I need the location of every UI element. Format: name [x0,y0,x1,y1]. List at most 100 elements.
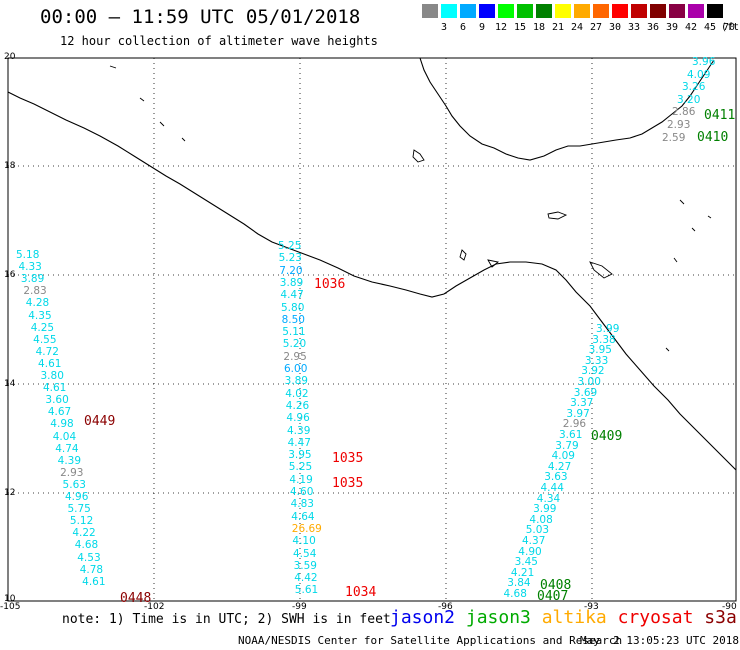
wave-height-value: 3.84 [507,577,531,590]
legend-swatch [517,4,533,18]
wave-height-value: 8.50 [281,313,305,326]
wave-height-value: 3.26 [682,81,706,94]
legend-level: 24 [570,22,584,33]
map-frame [7,57,737,602]
pass-label-1034: 1034 [345,585,377,600]
wave-height-value: 3.63 [544,471,568,484]
lat-label-14: 14 [4,379,16,389]
wave-height-value: 26.69 [291,522,322,535]
legend-level: 3 [440,22,448,33]
legend-level: 12 [494,22,508,33]
wave-height-value: 3.69 [573,386,598,399]
wave-height-value: 5.18 [16,249,40,261]
wave-height-value: 3.99 [596,323,620,335]
wave-height-value: 5.11 [282,326,306,339]
wave-height-value: 6.00 [284,363,308,375]
wave-height-value: 4.25 [30,321,55,334]
legend-level: 42 [684,22,698,33]
wave-height-value: 4.42 [294,572,318,585]
wave-height-value: 4.61 [38,357,62,370]
wave-height-value: 4.37 [522,535,546,547]
pass-label-0409: 0409 [591,429,623,444]
legend-level: 6 [459,22,467,33]
map-title: 00:00 – 11:59 UTC 05/01/2018 [40,6,361,28]
wave-height-value: 3.38 [592,333,616,346]
wave-height-value: 3.33 [584,354,609,367]
lon-label-90: -90 [722,602,737,612]
legend-level: 21 [551,22,565,33]
wave-height-value: 4.54 [293,547,317,560]
wave-height-value: 4.53 [77,551,101,564]
wave-height-value: 5.75 [67,503,91,516]
wave-height-value: 4.35 [28,309,52,322]
pass-label-0449: 0449 [84,414,116,429]
legend-level: 45 [703,22,717,33]
wave-height-value: 4.96 [286,412,310,425]
wave-height-value: 2.59 [662,131,686,144]
footnote: note: 1) Time is in UTC; 2) SWH is in fe… [62,612,391,627]
lat-label-16: 16 [4,270,16,280]
wave-height-value: 5.12 [69,515,94,528]
wave-height-value: 3.92 [581,365,605,378]
wave-height-value: 3.95 [588,344,612,357]
lon-label-105: -105 [0,602,21,612]
wave-height-value: 4.02 [285,387,309,400]
pass-label-0411: 0411 [704,108,736,123]
wave-height-value: 4.33 [18,261,42,274]
wave-height-value: 4.10 [292,535,316,548]
pass-label-0410: 0410 [697,130,729,145]
wave-height-value: 4.96 [65,491,89,503]
wave-height-value: 3.99 [533,503,557,516]
wave-height-value: 4.78 [79,563,104,576]
wave-height-value: 4.55 [33,333,57,346]
wave-height-value: 4.19 [289,473,313,486]
credit-line: NOAA/NESDIS Center for Satellite Applica… [238,634,623,647]
legend-level: 30 [608,22,622,33]
wave-height-value: 4.47 [287,436,311,449]
wave-height-value: 4.74 [55,442,79,455]
satellite-jason2: jason2 [390,607,466,628]
wave-height-value: 3.80 [40,370,64,382]
wave-height-value: 4.27 [547,460,572,473]
wave-height-value: 4.47 [280,289,304,302]
graticule [8,58,736,601]
islands [109,65,712,352]
wave-height-value: 4.72 [35,345,59,358]
lat-label-10: 10 [4,594,16,604]
wave-height-value: 3.89 [279,276,304,289]
wave-height-value: 2.86 [672,106,696,119]
wave-height-value: 3.79 [555,439,579,452]
yucatan-coast [419,57,715,161]
legend-level: 15 [513,22,527,33]
legend-swatch [555,4,571,18]
satellite-legend: jason2 jason3 altika cryosat s3a [390,607,740,628]
legend-level: 27 [589,22,603,33]
wave-height-value: 4.28 [25,297,50,310]
legend-level: 70 [722,22,736,33]
wave-height-value: 7.20 [279,264,303,277]
legend-swatch [574,4,590,18]
pass-label-1035b: 1035 [332,476,364,491]
legend-swatch [422,4,438,18]
pass-label-0407: 0407 [537,589,569,604]
wave-height-value: 3.95 [288,449,312,462]
wave-height-value: 4.90 [518,545,542,558]
legend-swatch [669,4,685,18]
satellite-jason3: jason3 [465,607,542,628]
wave-height-value: 4.04 [52,430,77,443]
legend-swatch [441,4,457,18]
wave-height-value: 4.39 [57,454,82,467]
wave-height-value: 3.59 [293,559,317,572]
lat-label-20: 20 [4,52,16,62]
wave-height-value: 5.23 [278,252,302,265]
legend-swatch [498,4,514,18]
wave-height-value: 3.89 [284,375,308,388]
wave-height-value: 3.60 [45,394,69,407]
wave-height-value: 5.80 [281,301,305,314]
wave-height-value: 5.63 [62,478,86,491]
legend-swatch [593,4,609,18]
legend-swatch [460,4,476,18]
wave-height-value: 4.44 [540,482,564,494]
generation-timestamp: May 2 13:05:23 UTC 2018 [580,634,739,647]
